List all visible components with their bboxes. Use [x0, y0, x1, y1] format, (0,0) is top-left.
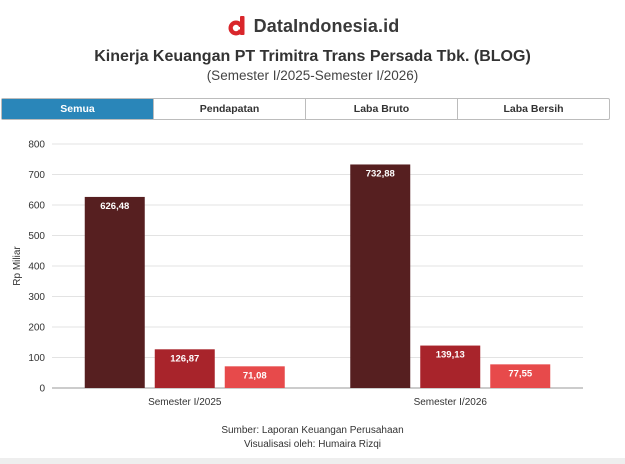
- y-tick-label: 500: [28, 231, 45, 242]
- tab-laba-bruto[interactable]: Laba Bruto: [305, 99, 457, 119]
- bar: [84, 196, 145, 388]
- tab-pendapatan[interactable]: Pendapatan: [153, 99, 305, 119]
- y-tick-label: 0: [39, 384, 45, 395]
- metric-tabs: Semua Pendapatan Laba Bruto Laba Bersih: [1, 98, 610, 120]
- bar: [154, 349, 215, 388]
- tab-laba-bersih[interactable]: Laba Bersih: [457, 99, 609, 119]
- y-tick-label: 800: [28, 140, 45, 151]
- chart-title: Kinerja Keuangan PT Trimitra Trans Persa…: [94, 48, 531, 65]
- y-tick-label: 600: [28, 201, 45, 212]
- bottom-strip: [0, 458, 625, 464]
- chart-subtitle: (Semester I/2025-Semester I/2026): [206, 68, 419, 83]
- bar-chart: 0 100 200 300 400 500 600 700 800 Rp Miliar 626,48…: [12, 140, 583, 408]
- y-tick-label: 200: [28, 323, 45, 334]
- data-label: 732,88: [366, 168, 395, 179]
- brand-name: DataIndonesia.id: [253, 15, 400, 36]
- y-tick-label: 100: [28, 353, 45, 364]
- source-note: Sumber: Laporan Keuangan Perusahaan: [221, 425, 404, 436]
- data-label: 626,48: [100, 201, 129, 212]
- bar: [420, 345, 481, 388]
- x-tick-label: Semester I/2025: [148, 397, 222, 408]
- bar: [490, 364, 551, 388]
- y-tick-label: 300: [28, 292, 45, 303]
- tab-semua[interactable]: Semua: [2, 99, 153, 119]
- data-label: 71,08: [243, 370, 267, 381]
- bar: [350, 164, 411, 388]
- data-label: 139,13: [436, 350, 465, 361]
- data-label: 77,55: [508, 368, 532, 379]
- y-tick-label: 400: [28, 262, 45, 273]
- x-tick-label: Semester I/2026: [414, 397, 488, 408]
- bar: [224, 366, 285, 388]
- data-label: 126,87: [170, 353, 199, 364]
- y-axis-label: Rp Miliar: [12, 246, 23, 286]
- datain-d-icon: [228, 16, 245, 36]
- credit-note: Visualisasi oleh: Humaira Rizqi: [243, 439, 382, 450]
- brand-header: DataIndonesia.id: [0, 15, 625, 37]
- y-tick-label: 700: [28, 170, 45, 181]
